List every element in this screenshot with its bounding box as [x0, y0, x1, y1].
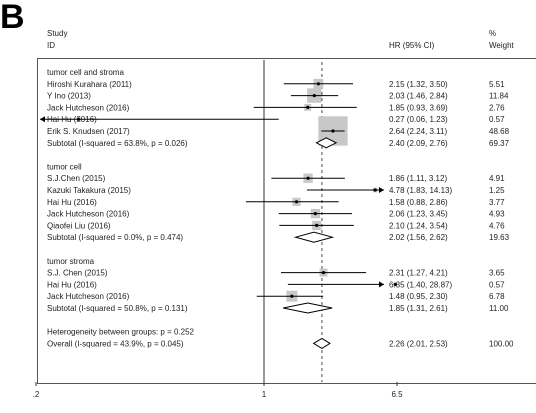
- header-hr: HR (95% CI): [389, 41, 435, 50]
- point-estimate: [315, 223, 319, 227]
- study-label: Jack Hutcheson (2016): [47, 292, 130, 301]
- study-weight: 5.51: [489, 80, 505, 89]
- overall-weight: 100.00: [489, 339, 514, 348]
- subtotal-label: Subtotal (I-squared = 63.8%, p = 0.026): [47, 139, 188, 148]
- subtotal-diamond: [293, 231, 335, 243]
- study-label: Jack Hutcheson (2016): [47, 103, 130, 112]
- study-ci: 1.48 (0.95, 2.30): [389, 292, 448, 301]
- subtotal-weight: 69.37: [489, 139, 510, 148]
- subtotal-ci: 2.40 (2.09, 2.76): [389, 139, 448, 148]
- study-weight: 2.76: [489, 103, 505, 112]
- x-tick-label: 1: [262, 390, 267, 399]
- study-weight: 1.25: [489, 186, 505, 195]
- study-label: Y Ino (2013): [47, 92, 91, 101]
- study-weight: 48.68: [489, 127, 510, 136]
- group-header: tumor cell: [47, 162, 82, 171]
- study-label: Jack Hutcheson (2016): [47, 210, 130, 219]
- study-label: S.J. Chen (2015): [47, 269, 108, 278]
- plot-frame: [37, 58, 536, 384]
- study-ci: 1.58 (0.88, 2.86): [389, 198, 448, 207]
- subtotal-diamond: [283, 302, 333, 314]
- study-ci: 1.86 (1.11, 3.12): [389, 174, 447, 183]
- group-header: tumor stroma: [47, 257, 95, 266]
- study-label: Hiroshi Kurahara (2011): [47, 80, 132, 89]
- study-weight: 0.57: [489, 115, 505, 124]
- ci-arrow-right: [379, 281, 384, 288]
- study-weight: 4.91: [489, 174, 505, 183]
- study-ci: 2.64 (2.24, 3.11): [389, 127, 447, 136]
- point-estimate: [331, 129, 335, 133]
- x-tick-label: 6.5: [391, 390, 403, 399]
- point-estimate: [76, 117, 81, 121]
- point-estimate: [313, 212, 317, 216]
- group-header: tumor cell and stroma: [47, 68, 124, 77]
- study-label: Qiaofei Liu (2016): [47, 221, 111, 230]
- overall-ci: 2.26 (2.01, 2.53): [389, 339, 448, 348]
- study-ci: 4.78 (1.83, 14.13): [389, 186, 452, 195]
- subtotal-weight: 19.63: [489, 233, 510, 242]
- panel-label: B: [0, 0, 25, 36]
- point-estimate: [294, 200, 299, 204]
- header-id: ID: [47, 41, 55, 50]
- study-label: Hai Hu (2016): [47, 198, 97, 207]
- study-weight: 3.65: [489, 269, 505, 278]
- ci-arrow-right: [379, 187, 384, 193]
- heterogeneity-text: Heterogeneity between groups: p = 0.252: [47, 328, 195, 337]
- ci-arrow-left: [40, 116, 45, 123]
- subtotal-weight: 11.00: [489, 304, 509, 313]
- study-label: Erik S. Knudsen (2017): [47, 127, 130, 136]
- subtotal-ci: 2.02 (1.56, 2.62): [389, 233, 448, 242]
- study-ci: 2.10 (1.24, 3.54): [389, 221, 448, 230]
- subtotal-label: Subtotal (I-squared = 50.8%, p = 0.131): [47, 304, 188, 313]
- point-estimate: [312, 94, 316, 98]
- study-ci: 6.35 (1.40, 28.87): [389, 280, 452, 289]
- study-weight: 4.93: [489, 210, 505, 219]
- study-weight: 0.57: [489, 280, 505, 289]
- subtotal-ci: 1.85 (1.31, 2.61): [389, 304, 448, 313]
- header-percent: %: [489, 29, 497, 38]
- study-label: Kazuki Takakura (2015): [47, 186, 131, 195]
- study-ci: 1.85 (0.93, 3.69): [389, 103, 448, 112]
- study-weight: 4.76: [489, 221, 505, 230]
- study-weight: 6.78: [489, 292, 505, 301]
- subtotal-diamond: [315, 137, 338, 149]
- point-estimate: [306, 176, 310, 180]
- study-ci: 0.27 (0.06, 1.23): [389, 115, 448, 124]
- study-weight: 3.77: [489, 198, 505, 207]
- study-ci: 2.31 (1.27, 4.21): [389, 269, 448, 278]
- study-label: S.J.Chen (2015): [47, 174, 106, 183]
- point-estimate: [393, 282, 397, 286]
- point-estimate: [321, 271, 326, 275]
- study-ci: 2.15 (1.32, 3.50): [389, 80, 448, 89]
- subtotal-label: Subtotal (I-squared = 0.0%, p = 0.474): [47, 233, 183, 242]
- point-estimate: [373, 188, 377, 192]
- overall-diamond: [312, 337, 331, 349]
- study-ci: 2.06 (1.23, 3.45): [389, 210, 448, 219]
- point-estimate: [306, 105, 310, 109]
- study-label: Hai Hu (2016): [47, 280, 97, 289]
- overall-label: Overall (I-squared = 43.9%, p = 0.045): [47, 339, 184, 348]
- study-ci: 2.03 (1.46, 2.84): [389, 92, 448, 101]
- header-weight: Weight: [489, 41, 514, 50]
- header-study: Study: [47, 29, 68, 38]
- study-weight: 11.84: [489, 92, 509, 101]
- point-estimate: [290, 294, 294, 298]
- point-estimate: [316, 82, 320, 86]
- x-tick-label: .2: [33, 390, 40, 399]
